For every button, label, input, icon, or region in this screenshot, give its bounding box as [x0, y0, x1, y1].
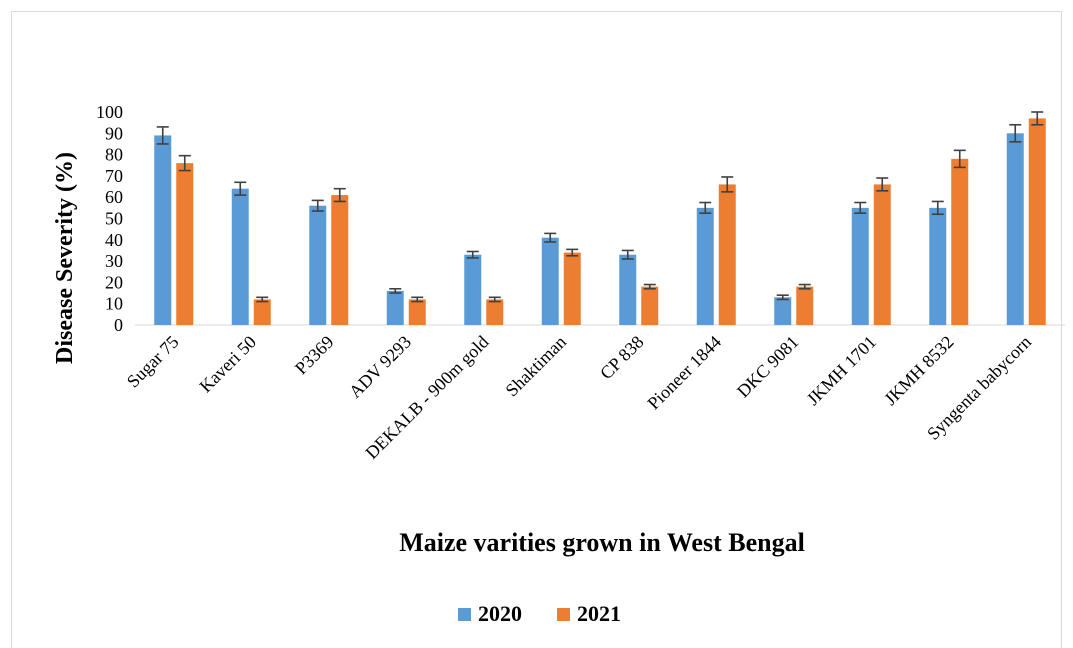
error-bar — [234, 181, 247, 196]
bar-2021 — [253, 299, 271, 325]
y-axis-label: Disease Severity (%) — [52, 152, 78, 364]
error-bar — [931, 200, 944, 216]
bar-2020 — [619, 254, 637, 325]
error-bar — [1031, 111, 1044, 126]
bar-2020 — [929, 207, 947, 325]
chart-frame — [11, 11, 1062, 648]
y-tick-label: 40 — [105, 230, 123, 250]
error-bar — [798, 283, 811, 290]
y-tick-label: 20 — [105, 272, 123, 292]
legend-label: 2021 — [577, 601, 621, 626]
x-tick-label: Kaveri 50 — [195, 332, 260, 397]
error-bar — [566, 248, 579, 257]
legend: 2020 2021 — [458, 601, 621, 626]
bar-2020 — [851, 207, 869, 325]
error-bar — [411, 296, 424, 303]
error-bar — [544, 232, 557, 243]
error-bar — [333, 187, 346, 203]
bar-2020 — [154, 135, 172, 325]
error-bar — [256, 296, 269, 303]
y-tick-label: 90 — [105, 123, 123, 143]
bar-2020 — [464, 254, 482, 325]
error-bar — [156, 126, 169, 145]
legend-swatch-2021 — [557, 608, 570, 621]
y-tick-label: 100 — [96, 102, 123, 122]
x-tick-label: JKMH 8532 — [880, 332, 957, 409]
bar-2020 — [231, 188, 249, 325]
error-bar — [488, 296, 501, 303]
x-tick-label: JKMH 1701 — [803, 332, 880, 409]
error-bar — [466, 250, 479, 259]
legend-label: 2020 — [478, 601, 522, 626]
bar-2020 — [774, 297, 792, 325]
x-tick-label: CP 838 — [596, 332, 648, 384]
bar-2021 — [796, 286, 814, 325]
bar-2021 — [1028, 118, 1046, 325]
bar-2020 — [541, 237, 559, 325]
x-tick-label: DKC 9081 — [733, 332, 803, 402]
error-bar — [776, 294, 789, 301]
bar-2020 — [1006, 133, 1024, 325]
bar-2020 — [696, 207, 714, 325]
y-tick-label: 60 — [105, 187, 123, 207]
error-bar — [854, 201, 867, 214]
bar-2021 — [641, 286, 659, 325]
bar-2021 — [718, 184, 736, 325]
error-bar — [953, 149, 966, 169]
error-bar — [178, 154, 191, 172]
error-bar — [311, 199, 324, 212]
x-tick-label: ADV 9293 — [345, 332, 415, 402]
error-bar — [389, 287, 402, 294]
y-tick-label: 10 — [105, 294, 123, 314]
bar-2021 — [486, 299, 504, 325]
bar-2021 — [176, 163, 194, 325]
error-bar — [1009, 123, 1022, 143]
error-bar — [876, 177, 889, 192]
error-bar — [721, 176, 734, 193]
y-tick-label: 70 — [105, 166, 123, 186]
error-bar — [699, 201, 712, 214]
error-bar — [621, 249, 634, 260]
error-bar — [643, 283, 656, 290]
bar-2021 — [408, 299, 426, 325]
x-tick-label: P3369 — [291, 332, 338, 379]
legend-swatch-2020 — [458, 608, 471, 621]
x-tick-label: Sugar 75 — [123, 332, 183, 392]
bar-2021 — [331, 195, 349, 325]
bar-2021 — [873, 184, 891, 325]
x-tick-label: Pioneer 1844 — [643, 332, 725, 414]
x-tick-label: Shaktiman — [501, 332, 570, 401]
y-tick-label: 0 — [114, 315, 123, 335]
bar-2020 — [386, 290, 404, 325]
x-axis-label: Maize varities grown in West Bengal — [399, 528, 805, 557]
bar-2020 — [309, 205, 327, 325]
y-tick-label: 50 — [105, 209, 123, 229]
y-tick-label: 80 — [105, 145, 123, 165]
bar-2021 — [563, 252, 581, 325]
y-tick-label: 30 — [105, 251, 123, 271]
bar-2021 — [951, 158, 969, 325]
